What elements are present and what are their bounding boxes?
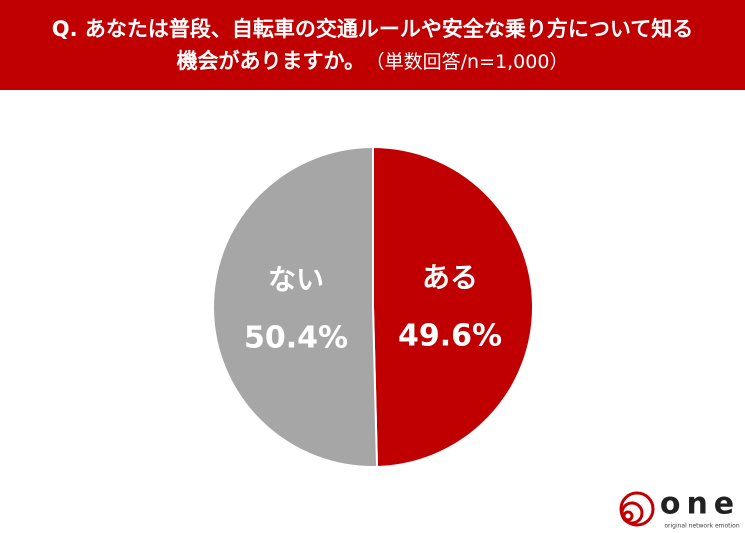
pie-slice [212, 145, 379, 468]
title-banner: Q. あなたは普段、自転車の交通ルールや安全な乗り方について知る機会がありますか… [0, 0, 745, 90]
logo-name: one [660, 487, 740, 522]
pie-slice [372, 145, 534, 468]
logo-tagline: original network emotion [664, 523, 740, 530]
slice-label: ない [268, 263, 324, 296]
heading: Q. あなたは普段、自転車の交通ルールや安全な乗り方について知る機会がありますか… [43, 13, 703, 78]
slice-label: ある [422, 261, 478, 294]
chart-subtitle: （単数回答/n=1,000） [375, 50, 569, 73]
value-label: 49.6% [398, 319, 502, 354]
logo-icon [619, 491, 655, 527]
chart-title: Q. あなたは普段、自転車の交通ルールや安全な乗り方について知る機会がありますか… [51, 16, 694, 73]
value-label: 50.4% [244, 320, 348, 355]
